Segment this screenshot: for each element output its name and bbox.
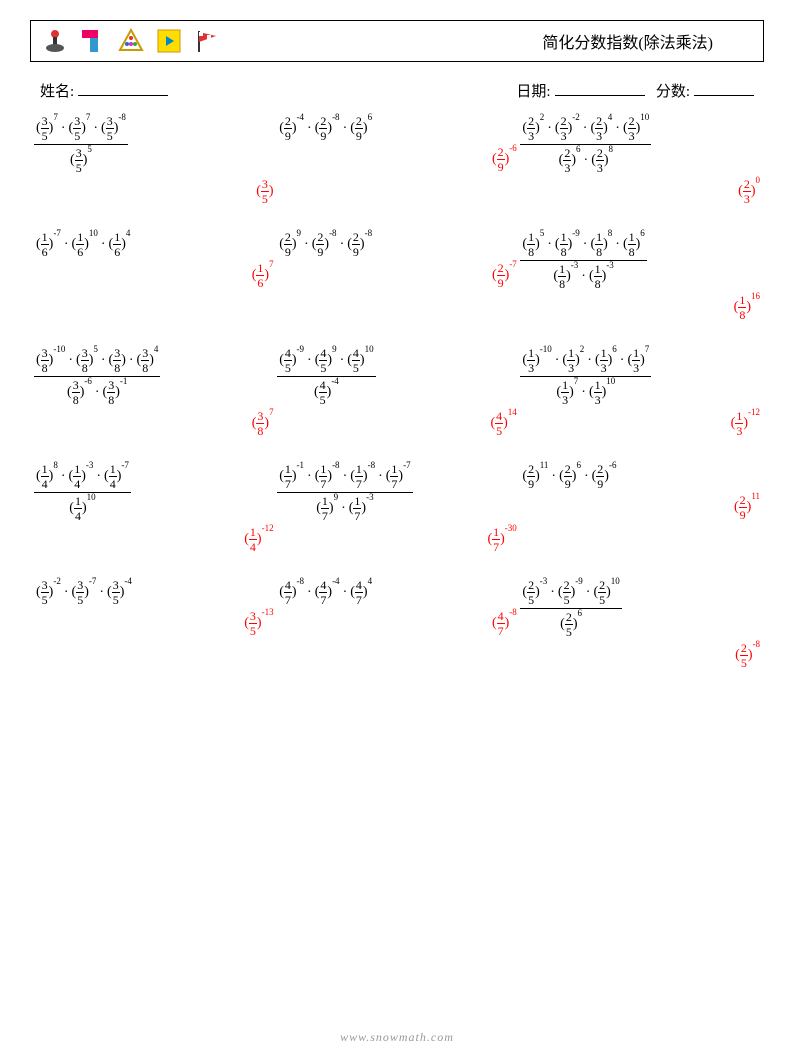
problem-cell: (38)-10·(38)5·(38)·(38)4 (38)-6·(38)-1 (… xyxy=(34,347,274,437)
info-row: 姓名: 日期: 分数: xyxy=(30,80,764,115)
problem-row: (14)8·(14)-3·(14)-7 (14)10 (14)-12 (17)-… xyxy=(34,463,760,553)
answer: (17)-30 xyxy=(487,526,516,553)
answer: (23)0 xyxy=(738,178,760,205)
answer: (18)16 xyxy=(734,294,760,321)
problem-cell: (18)5·(18)-9·(18)8·(18)6 (18)-3·(18)-3 (… xyxy=(520,231,760,321)
problem: (47)-8·(47)-4·(47)4 xyxy=(277,579,374,606)
answer: (25)-8 xyxy=(735,642,760,669)
problem: (38)-10·(38)5·(38)·(38)4 (38)-6·(38)-1 xyxy=(34,347,160,406)
play-icon xyxy=(155,27,183,55)
problem-row: (35)-2·(35)-7·(35)-4 (35)-13(47)-8·(47)-4… xyxy=(34,579,760,669)
answer: (35) xyxy=(256,178,273,205)
problem: (29)9·(29)-8·(29)-8 xyxy=(277,231,374,258)
answer: (47)-8 xyxy=(492,610,517,637)
answer: (16)7 xyxy=(252,262,274,289)
problem: (16)-7·(16)10·(16)4 xyxy=(34,231,132,258)
problem: (45)-9·(45)9·(45)10 (45)-4 xyxy=(277,347,375,406)
problem: (17)-1·(17)-8·(17)-8·(17)-7 (17)9·(17)-3 xyxy=(277,463,412,522)
name-field: 姓名: xyxy=(40,80,168,101)
answer: (14)-12 xyxy=(244,526,273,553)
header-icons xyxy=(41,27,221,55)
problem-cell: (17)-1·(17)-8·(17)-8·(17)-7 (17)9·(17)-3… xyxy=(277,463,517,553)
billiards-icon xyxy=(117,27,145,55)
answer: (29)-7 xyxy=(492,262,517,289)
watermark: www.snowmath.com xyxy=(0,1030,794,1045)
tetris-icon xyxy=(79,27,107,55)
problem-cell: (23)2·(23)-2·(23)4·(23)10 (23)6·(23)8 (2… xyxy=(520,115,760,205)
problem-cell: (25)-3·(25)-9·(25)10 (25)6 (25)-8 xyxy=(520,579,760,669)
answer: (35)-13 xyxy=(244,610,273,637)
problem-cell: (16)-7·(16)10·(16)4 (16)7 xyxy=(34,231,274,289)
problem: (18)5·(18)-9·(18)8·(18)6 (18)-3·(18)-3 xyxy=(520,231,646,290)
header-box: 简化分数指数(除法乘法) xyxy=(30,20,764,62)
problem-cell: (29)9·(29)-8·(29)-8 (29)-7 xyxy=(277,231,517,289)
problem-row: (38)-10·(38)5·(38)·(38)4 (38)-6·(38)-1 (… xyxy=(34,347,760,437)
problem-cell: (14)8·(14)-3·(14)-7 (14)10 (14)-12 xyxy=(34,463,274,553)
problem: (35)-2·(35)-7·(35)-4 xyxy=(34,579,134,606)
problem: (14)8·(14)-3·(14)-7 (14)10 xyxy=(34,463,131,522)
problems-grid: (35)7·(35)7·(35)-8 (35)5 (35)(29)-4·(29)… xyxy=(30,115,764,669)
date-score: 日期: 分数: xyxy=(516,80,754,101)
problem-row: (35)7·(35)7·(35)-8 (35)5 (35)(29)-4·(29)… xyxy=(34,115,760,205)
flag-icon xyxy=(193,27,221,55)
problem: (13)-10·(13)2·(13)6·(13)7 (13)7·(13)10 xyxy=(520,347,651,406)
answer: (38)7 xyxy=(252,410,274,437)
problem: (25)-3·(25)-9·(25)10 (25)6 xyxy=(520,579,621,638)
worksheet-page: 简化分数指数(除法乘法) 姓名: 日期: 分数: (35)7·(35)7·(35… xyxy=(0,0,794,1053)
answer: (29)-6 xyxy=(492,146,517,173)
answer: (13)-12 xyxy=(731,410,760,437)
problem-cell: (35)-2·(35)-7·(35)-4 (35)-13 xyxy=(34,579,274,637)
answer: (45)14 xyxy=(490,410,516,437)
problem: (29)11·(29)6·(29)-6 xyxy=(520,463,618,490)
problem: (29)-4·(29)-8·(29)6 xyxy=(277,115,374,142)
problem-cell: (35)7·(35)7·(35)-8 (35)5 (35) xyxy=(34,115,274,205)
problem: (35)7·(35)7·(35)-8 (35)5 xyxy=(34,115,128,174)
problem-row: (16)-7·(16)10·(16)4 (16)7(29)9·(29)-8·(29… xyxy=(34,231,760,321)
joystick-icon xyxy=(41,27,69,55)
problem: (23)2·(23)-2·(23)4·(23)10 (23)6·(23)8 xyxy=(520,115,651,174)
problem-cell: (13)-10·(13)2·(13)6·(13)7 (13)7·(13)10 (… xyxy=(520,347,760,437)
worksheet-title: 简化分数指数(除法乘法) xyxy=(542,29,713,53)
answer: (29)11 xyxy=(734,494,760,521)
problem-cell: (29)11·(29)6·(29)-6 (29)11 xyxy=(520,463,760,521)
problem-cell: (47)-8·(47)-4·(47)4 (47)-8 xyxy=(277,579,517,637)
problem-cell: (29)-4·(29)-8·(29)6 (29)-6 xyxy=(277,115,517,173)
problem-cell: (45)-9·(45)9·(45)10 (45)-4 (45)14 xyxy=(277,347,517,437)
